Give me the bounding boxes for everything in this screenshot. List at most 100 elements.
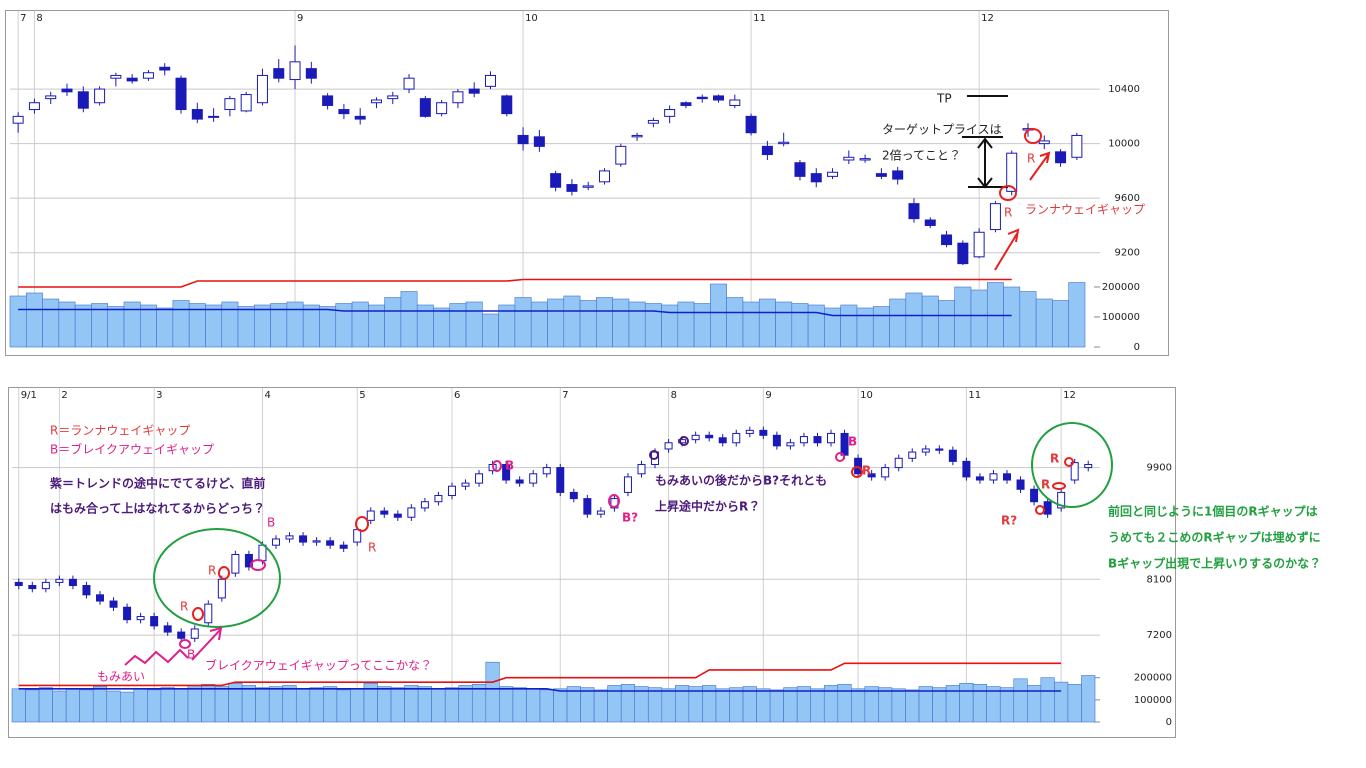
candle-body xyxy=(623,476,632,493)
volume-bar xyxy=(644,303,662,348)
y-tick-label: 100000 xyxy=(1102,312,1140,323)
candle-body xyxy=(854,457,863,475)
gap-circle xyxy=(179,639,191,649)
gap-label: R xyxy=(1050,452,1059,466)
candle-body xyxy=(326,540,335,546)
volume-bar xyxy=(856,307,874,348)
volume-bar xyxy=(891,688,906,723)
volume-bar xyxy=(482,313,499,348)
volume-bar xyxy=(282,685,297,723)
x-tick-label: 9 xyxy=(765,390,771,401)
volume-bar xyxy=(156,307,174,348)
candle-body xyxy=(881,467,890,478)
volume-bar xyxy=(878,687,893,723)
y-tick-label: 9900 xyxy=(1147,463,1172,474)
candle-body xyxy=(126,77,138,82)
candle-body xyxy=(338,109,350,115)
candle-body xyxy=(957,242,969,265)
volume-bar xyxy=(954,286,972,348)
candle-body xyxy=(110,74,122,79)
volume-average-line xyxy=(18,308,1012,317)
candle-body xyxy=(772,434,781,447)
volume-bar xyxy=(688,686,703,723)
annotation: 2倍ってこと？ xyxy=(882,148,961,163)
volume-bar xyxy=(530,301,548,348)
volume-bar xyxy=(11,688,26,723)
volume-bar xyxy=(1068,282,1086,348)
candle-body xyxy=(240,94,252,112)
candle-body xyxy=(813,436,822,444)
annotation: B＝ブレイクアウェイギャップ xyxy=(50,442,214,457)
volume-bar xyxy=(756,688,771,723)
candle-body xyxy=(177,631,186,639)
volume-bar xyxy=(74,304,92,348)
volume-bar xyxy=(106,690,121,723)
annotation: ターゲットプライスは xyxy=(882,123,1002,137)
volume-bar xyxy=(309,687,324,723)
volume-bar xyxy=(52,690,67,723)
candle-body xyxy=(1003,473,1012,481)
volume-bar xyxy=(25,689,40,723)
candle-body xyxy=(1071,134,1083,158)
volume-bar xyxy=(140,304,157,348)
volume-bar xyxy=(1019,291,1037,348)
candle-body xyxy=(305,68,317,79)
volume-bar xyxy=(1081,675,1096,723)
candle-body xyxy=(312,540,321,543)
candle-body xyxy=(41,581,50,590)
candle-body xyxy=(1038,140,1050,145)
candle-body xyxy=(258,544,267,562)
candle-body xyxy=(94,88,106,104)
annotations: TP ターゲットプライスは 2倍ってこと？ R R ランナウェイギャップ R＝ラ… xyxy=(50,92,1321,684)
candle-body xyxy=(908,203,920,220)
candle-body xyxy=(447,485,456,497)
volume-bar xyxy=(677,301,695,348)
candle-body xyxy=(1030,488,1039,503)
volume-average-line xyxy=(18,662,1062,687)
candle-body xyxy=(691,434,700,441)
candle-body xyxy=(596,510,605,515)
candle-body xyxy=(452,91,464,104)
volume-bar xyxy=(465,301,483,348)
volume-bar xyxy=(710,283,727,348)
candle-body xyxy=(892,170,904,180)
x-tick-label: 12 xyxy=(981,13,994,24)
volume-bar xyxy=(620,684,636,723)
candle-body xyxy=(631,134,643,138)
volume-bar xyxy=(986,686,1001,723)
x-tick-label: 8 xyxy=(671,390,677,401)
y-tick-label: 9600 xyxy=(1115,193,1140,204)
candle-body xyxy=(461,482,470,487)
candle-body xyxy=(142,72,154,79)
candle-body xyxy=(217,578,226,599)
candle-body xyxy=(745,429,754,434)
candle-body xyxy=(403,77,415,90)
candle-body xyxy=(989,473,998,481)
gap-circle xyxy=(1024,128,1042,144)
volume-bar xyxy=(851,688,866,723)
annotation: ランナウェイギャップ xyxy=(1025,203,1145,217)
volume-bar xyxy=(38,687,53,723)
candle-body xyxy=(502,463,511,481)
volume-bar xyxy=(889,298,907,348)
volume-bar xyxy=(647,687,663,723)
candle-body xyxy=(68,578,77,587)
candle-body xyxy=(799,436,808,444)
gap-label: R xyxy=(368,541,376,555)
candle-body xyxy=(729,99,741,106)
y-tick-label: 9200 xyxy=(1115,248,1140,259)
candle-body xyxy=(1016,479,1025,490)
volume-bar xyxy=(1067,684,1082,723)
volume-bar xyxy=(729,687,744,723)
gap-circle xyxy=(851,466,863,478)
volume-bar xyxy=(214,686,229,723)
candle-body xyxy=(759,429,768,436)
candle-body xyxy=(434,495,443,503)
volume-bar xyxy=(715,688,730,723)
candle-body xyxy=(55,578,64,583)
candle-body xyxy=(840,432,849,456)
candle-body xyxy=(387,95,399,100)
candle-body xyxy=(975,476,984,481)
candle-body xyxy=(664,109,676,117)
